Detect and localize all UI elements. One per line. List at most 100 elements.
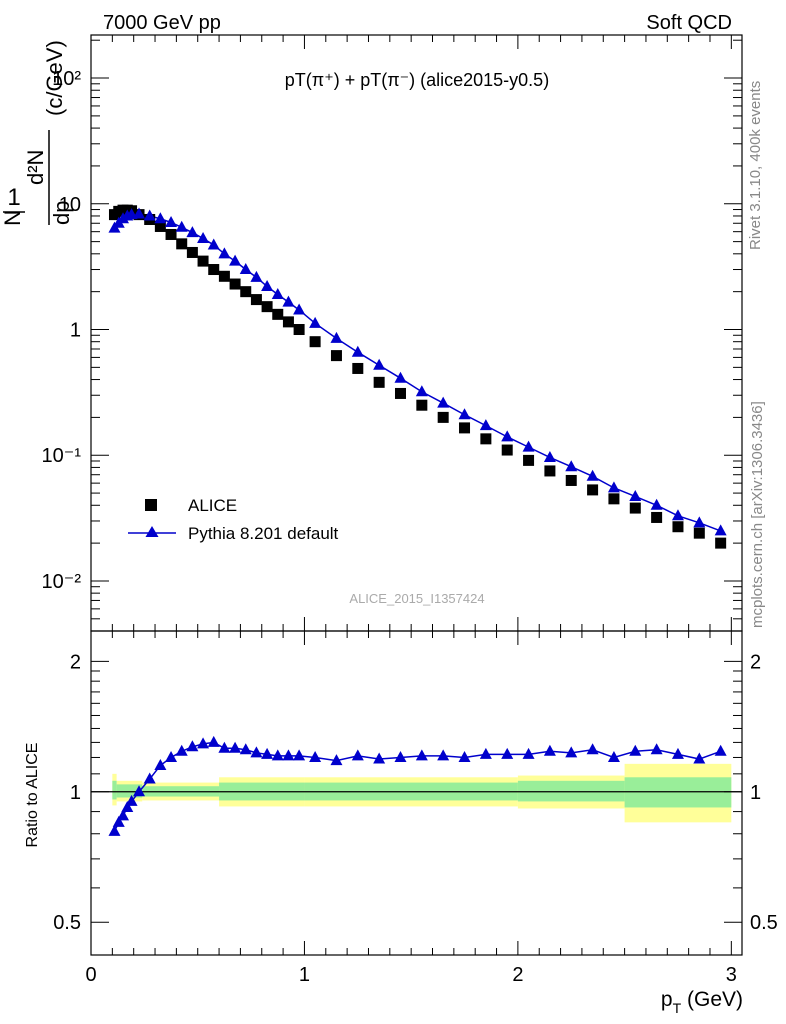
ratio-y-tick-label-right: 1: [750, 782, 761, 804]
ratio-pythia-point: [544, 745, 556, 756]
pythia-point: [229, 255, 241, 266]
ratio-pythia-point: [715, 745, 727, 756]
pythia-point: [186, 226, 198, 237]
pythia-point: [197, 232, 209, 243]
alice-point: [523, 455, 534, 466]
alice-point: [198, 256, 209, 267]
alice-point: [566, 475, 577, 486]
alice-point: [208, 264, 219, 275]
alice-point: [294, 324, 305, 335]
plot-canvas: 7000 GeV pp Soft QCD Rivet 3.1.10, 400k …: [0, 0, 786, 1024]
ratio-y-axis-label: Ratio to ALICE: [24, 743, 41, 848]
alice-point: [459, 422, 470, 433]
alice-point: [272, 309, 283, 320]
ratio-pythia-point: [165, 751, 177, 762]
alice-point: [694, 528, 705, 539]
legend: ALICE Pythia 8.201 default: [128, 496, 339, 543]
x-tick-label: 0: [85, 964, 96, 986]
x-axis-label: pT (GeV): [661, 988, 743, 1016]
alice-point: [240, 286, 251, 297]
pythia-point: [218, 247, 230, 258]
ratio-y-tick-label-right: 2: [750, 651, 761, 673]
ratio-pythia-point: [208, 736, 220, 747]
pythia-point: [565, 460, 577, 471]
pythia-point: [309, 317, 321, 328]
pythia-point: [330, 332, 342, 343]
legend-marker-pythia: [146, 526, 159, 537]
alice-point: [480, 433, 491, 444]
alice-point: [187, 247, 198, 258]
ratio-pythia-point: [587, 743, 599, 754]
legend-label-pythia: Pythia 8.201 default: [188, 524, 339, 543]
legend-marker-alice: [145, 499, 157, 511]
svg-text:1: 1: [7, 184, 20, 211]
x-axis-label-text: p: [661, 988, 673, 1011]
alice-point: [374, 377, 385, 388]
ratio-y-tick-label: 1: [70, 782, 81, 804]
alice-point: [166, 229, 177, 240]
ratio-bands: [112, 764, 731, 823]
pythia-point: [394, 372, 406, 383]
ratio-band-inner-segment: [518, 781, 625, 802]
alice-point: [608, 493, 619, 504]
ratio-pythia-point: [154, 759, 166, 770]
ratio-pythia-point: [218, 742, 230, 753]
alice-point: [219, 271, 230, 282]
alice-point: [416, 400, 427, 411]
pythia-point: [272, 288, 284, 299]
pythia-point: [480, 419, 492, 430]
ratio-pythia-point: [480, 748, 492, 759]
main-panel: 10⁻² 10⁻¹ 1 10 10²: [42, 35, 742, 631]
ratio-band-inner-segment: [112, 781, 116, 800]
alice-point: [230, 279, 241, 290]
alice-point: [262, 301, 273, 312]
alice-point: [283, 316, 294, 327]
alice-point: [630, 503, 641, 514]
alice-point: [438, 412, 449, 423]
watermark: ALICE_2015_I1357424: [349, 591, 484, 606]
alice-point: [395, 388, 406, 399]
pythia-point: [373, 359, 385, 370]
pythia-point: [459, 408, 471, 419]
pythia-point: [523, 441, 535, 452]
y-tick-label: 1: [70, 320, 81, 342]
ratio-pythia-point: [651, 743, 663, 754]
pythia-point: [672, 509, 684, 520]
ratio-pythia-point: [282, 749, 294, 760]
ratio-pythia-point: [229, 742, 241, 753]
pythia-point: [608, 481, 620, 492]
pythia-point: [437, 397, 449, 408]
header-left: 7000 GeV pp: [103, 12, 221, 34]
legend-label-alice: ALICE: [188, 496, 237, 515]
pythia-point: [250, 271, 262, 282]
ratio-pythia-point: [501, 748, 513, 759]
ratio-pythia-point: [352, 749, 364, 760]
ratio-pythia-point: [416, 749, 428, 760]
x-tick-label: 1: [299, 964, 310, 986]
x-tick-label: 3: [726, 964, 737, 986]
svg-text:d²N: d²N: [23, 150, 48, 185]
main-title: pT(π⁺) + pT(π⁻) (alice2015-y0.5): [285, 70, 549, 90]
header-right: Soft QCD: [646, 12, 732, 34]
y-tick-label: 10: [59, 194, 81, 216]
alice-point: [502, 445, 513, 456]
pythia-point: [293, 303, 305, 314]
pythia-point: [208, 239, 220, 250]
ratio-pythia-point: [293, 749, 305, 760]
alice-point: [331, 350, 342, 361]
side-label-mcplots: mcplots.cern.ch [arXiv:1306.3436]: [749, 401, 766, 628]
y-tick-label: 10²: [52, 68, 81, 90]
pythia-point: [352, 346, 364, 357]
pythia-point: [176, 221, 188, 232]
ratio-band-inner-segment: [625, 777, 732, 807]
ratio-y-tick-label-right: 0.5: [750, 912, 778, 934]
ratio-y-tick-label: 0.5: [53, 912, 81, 934]
alice-point: [672, 521, 683, 532]
pythia-point: [282, 296, 294, 307]
svg-text:N: N: [0, 210, 25, 226]
pythia-point: [240, 263, 252, 274]
y-tick-label: 10⁻²: [42, 571, 82, 593]
alice-point: [651, 512, 662, 523]
ratio-pythia-point: [437, 749, 449, 760]
alice-point: [544, 465, 555, 476]
